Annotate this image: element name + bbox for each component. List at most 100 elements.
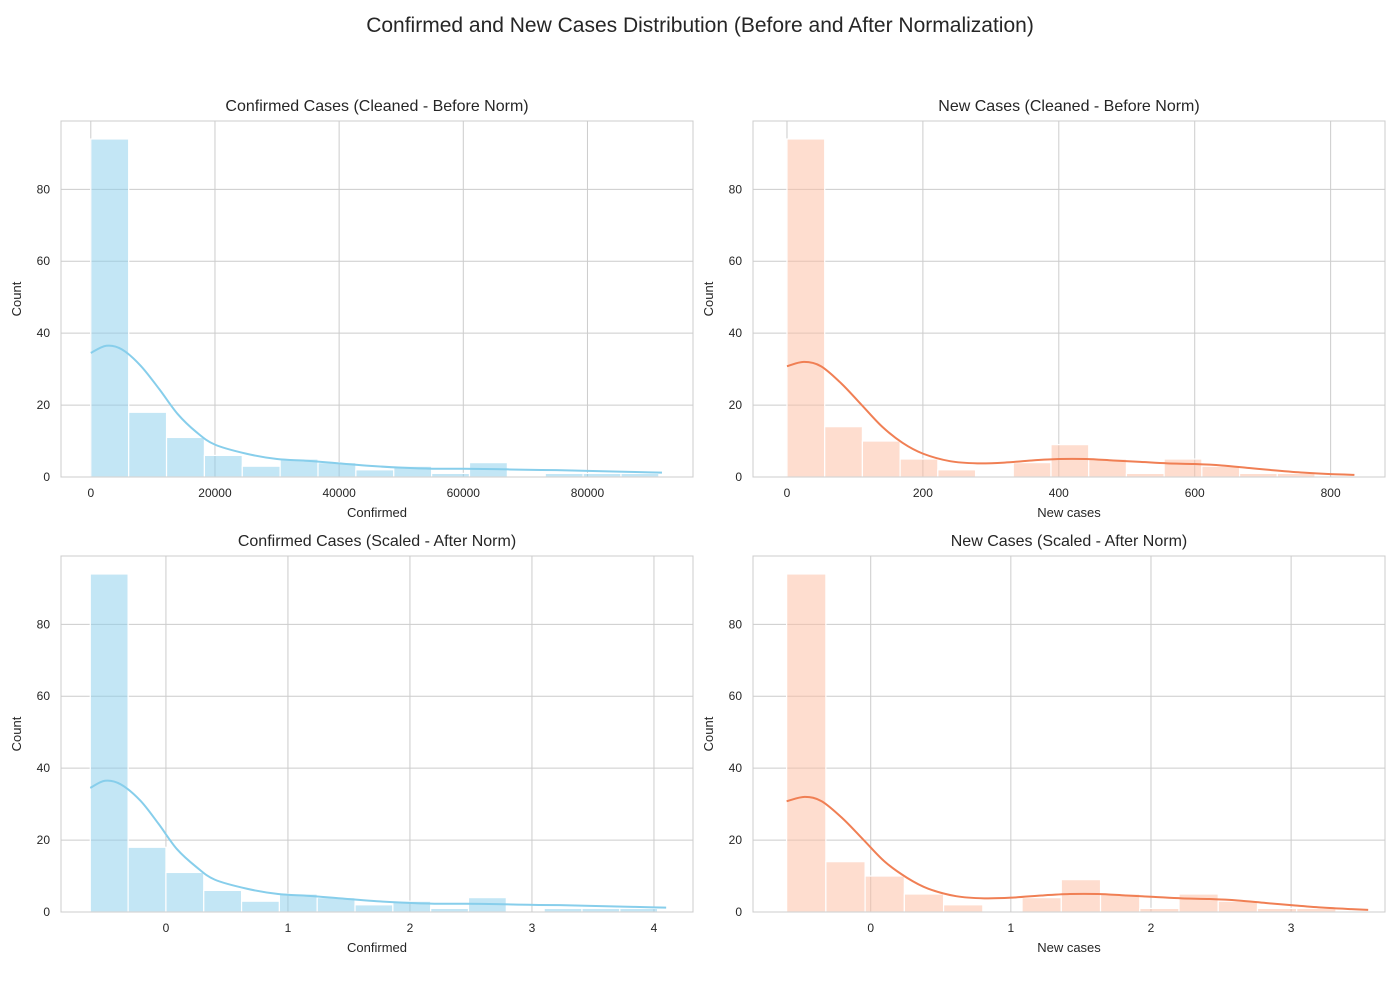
histogram-bar	[240, 900, 280, 913]
histogram-bar	[1125, 472, 1165, 478]
y-axis-label: Count	[701, 281, 716, 316]
histogram-bar	[165, 436, 206, 478]
histogram-bar	[864, 875, 905, 913]
x-tick-label: 0	[87, 486, 94, 500]
histogram-bar	[1060, 879, 1102, 913]
histogram-bar	[1163, 458, 1203, 478]
histogram-bar	[544, 472, 584, 478]
y-tick-label: 80	[37, 182, 51, 196]
x-tick-label: 60000	[447, 486, 481, 500]
histogram-bar	[1238, 472, 1278, 478]
histogram-bar	[825, 861, 866, 913]
x-tick-label: 1	[1008, 921, 1015, 935]
x-tick-label: 0	[163, 921, 170, 935]
x-tick-label: 40000	[322, 486, 356, 500]
histogram-bar	[89, 573, 129, 913]
plot-frame	[60, 555, 694, 913]
histogram-bar	[1178, 893, 1219, 913]
y-tick-label: 40	[729, 761, 743, 775]
plot-area	[753, 121, 1385, 477]
plot-frame	[752, 120, 1386, 478]
subplot-title: New Cases (Cleaned - Before Norm)	[938, 98, 1199, 115]
y-tick-label: 60	[729, 689, 743, 703]
x-tick-label: 800	[1321, 486, 1341, 500]
histogram-bar	[128, 411, 168, 478]
histogram-bar	[619, 907, 659, 913]
histogram-bar	[203, 454, 243, 478]
x-tick-label: 3	[529, 921, 536, 935]
x-tick-label: 3	[1288, 921, 1295, 935]
histogram-bar	[899, 458, 939, 478]
y-tick-label: 20	[729, 833, 743, 847]
histogram-bar	[543, 907, 583, 913]
plot-area	[753, 556, 1385, 912]
y-tick-label: 60	[37, 254, 51, 268]
x-tick-label: 600	[1185, 486, 1205, 500]
y-tick-label: 80	[729, 182, 743, 196]
histogram-bar	[1012, 462, 1052, 478]
histogram-bar	[241, 465, 281, 478]
histogram-bar	[1201, 465, 1241, 478]
y-tick-label: 40	[729, 326, 743, 340]
x-axis-label: Confirmed	[347, 505, 407, 520]
x-tick-label: 200	[913, 486, 933, 500]
histogram-bar	[1021, 897, 1062, 913]
histogram-bar	[620, 472, 660, 478]
y-tick-label: 0	[43, 905, 50, 919]
y-tick-label: 20	[37, 398, 51, 412]
y-axis-label: Count	[701, 716, 716, 751]
y-tick-label: 60	[37, 689, 51, 703]
x-tick-label: 400	[1049, 486, 1069, 500]
x-axis-label: Confirmed	[347, 940, 407, 955]
histogram-bar	[824, 426, 864, 478]
x-tick-label: 0	[784, 486, 791, 500]
subplot-1: 0 20000 40000 60000 80000 0 20 40 60 80 Confirmed …	[9, 98, 694, 520]
y-tick-label: 20	[37, 833, 51, 847]
subplot-2: 0 200 400 600 800 0 20 40 60 80 New Cases (Cleaned…	[701, 98, 1386, 520]
histogram-bar	[355, 469, 395, 478]
y-tick-label: 80	[37, 617, 51, 631]
histogram-bar	[861, 440, 901, 478]
histogram-bar	[90, 138, 130, 478]
histogram-bar	[203, 889, 243, 913]
y-axis-label: Count	[9, 716, 24, 751]
plot-frame	[752, 555, 1386, 913]
y-tick-label: 20	[729, 398, 743, 412]
histogram-bar	[430, 907, 470, 913]
histogram-bar	[786, 573, 827, 913]
histogram-bar	[937, 469, 977, 478]
histogram-bar	[1139, 907, 1180, 913]
plot-frame	[60, 120, 694, 478]
x-tick-label: 80000	[571, 486, 605, 500]
histogram-bar	[582, 472, 622, 478]
y-tick-label: 0	[43, 470, 50, 484]
kde-line	[90, 344, 662, 474]
histogram-bar	[431, 472, 471, 478]
x-tick-label: 4	[651, 921, 658, 935]
histogram-bar	[1256, 907, 1298, 913]
y-tick-label: 0	[735, 470, 742, 484]
subplot-title: New Cases (Scaled - After Norm)	[951, 533, 1188, 550]
histogram-bar	[1217, 900, 1259, 913]
x-tick-label: 2	[407, 921, 414, 935]
subplot-title: Confirmed Cases (Scaled - After Norm)	[238, 533, 516, 550]
subplot-title: Confirmed Cases (Cleaned - Before Norm)	[225, 98, 528, 115]
y-tick-label: 80	[729, 617, 743, 631]
x-tick-label: 2	[1148, 921, 1155, 935]
histogram-bar	[1050, 444, 1090, 478]
subplot-4: 0 1 2 3 0 20 40 60 80 New Cases (Scaled - After N…	[701, 533, 1386, 955]
x-axis-label: New cases	[1037, 505, 1101, 520]
histogram-bar	[786, 138, 826, 478]
histogram-bar	[581, 907, 621, 913]
kde-line	[786, 360, 1355, 476]
y-tick-label: 40	[37, 761, 51, 775]
histogram-bar	[127, 846, 167, 913]
kde-line	[89, 779, 667, 909]
y-tick-label: 60	[729, 254, 743, 268]
y-tick-label: 0	[735, 905, 742, 919]
y-tick-label: 40	[37, 326, 51, 340]
histogram-bar	[942, 904, 984, 913]
histogram-bar	[903, 893, 945, 913]
